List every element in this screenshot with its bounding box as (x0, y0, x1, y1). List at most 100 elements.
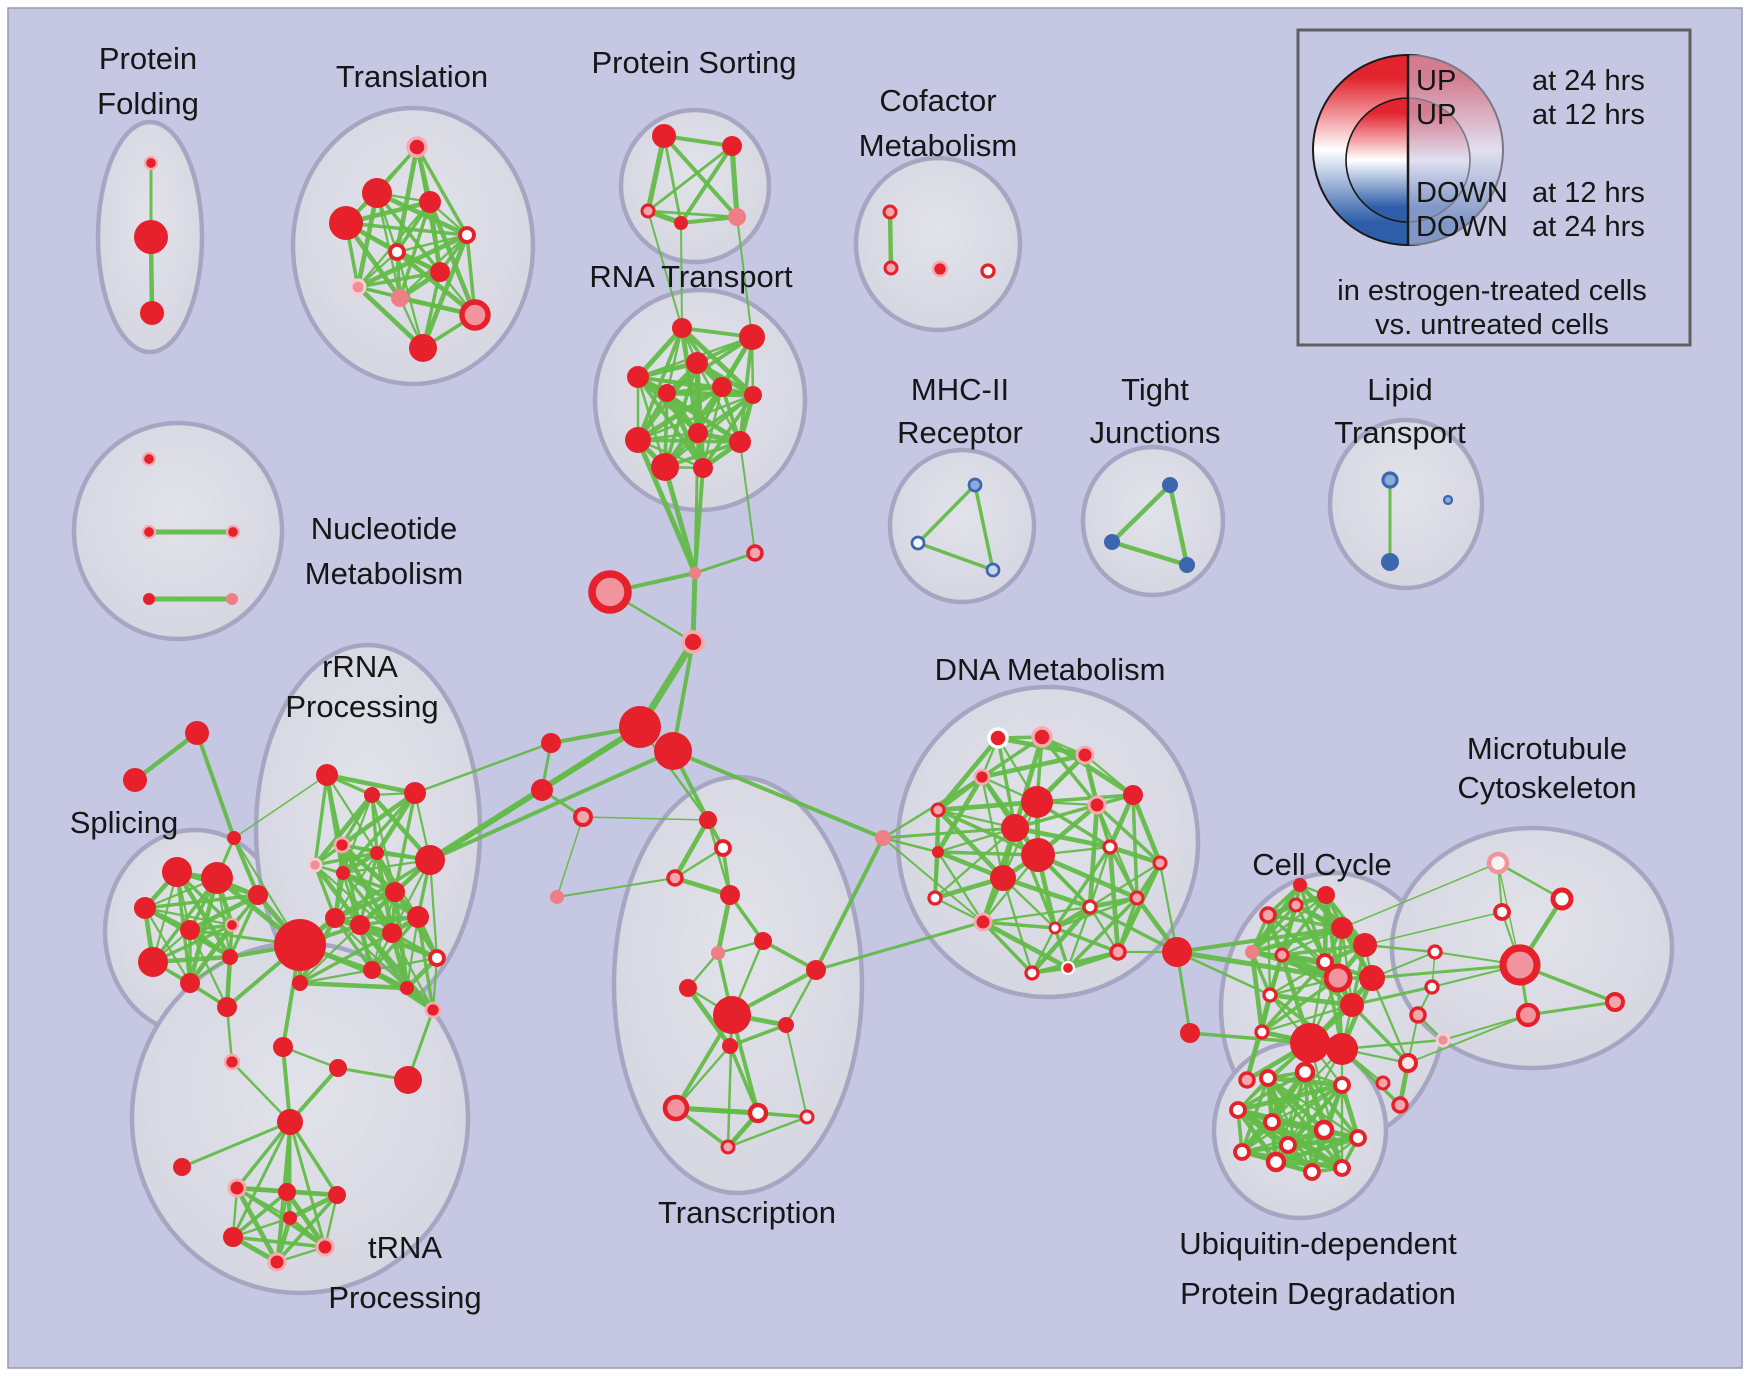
network-node (315, 1237, 335, 1257)
network-node (674, 216, 688, 230)
network-node (404, 782, 426, 804)
network-node (627, 366, 649, 388)
network-node (180, 973, 200, 993)
network-node (658, 384, 676, 402)
network-edge (981, 920, 1034, 975)
network-node (1375, 1075, 1391, 1091)
network-node (278, 1183, 296, 1201)
network-edge (1109, 482, 1173, 545)
network-node (1326, 1033, 1358, 1065)
network-edge (284, 1189, 328, 1250)
network-edge (356, 270, 442, 289)
network-node (1102, 839, 1118, 855)
network-edge (785, 1024, 808, 1118)
network-node (388, 243, 406, 261)
network-edge (646, 209, 739, 219)
network-node (1104, 534, 1120, 550)
network-node (1435, 1032, 1451, 1048)
network-node (1303, 1163, 1321, 1181)
network-edge (333, 851, 379, 920)
network-node (325, 908, 345, 928)
network-edge (1108, 845, 1139, 900)
network-edge (973, 483, 995, 572)
network-edge (933, 826, 1017, 900)
network-node (459, 299, 491, 331)
cluster-label-protein-folding: Folding (97, 86, 199, 121)
network-edge (1350, 985, 1434, 1007)
network-edge (980, 735, 1044, 779)
network-edge (428, 788, 544, 862)
network-edge (1370, 976, 1410, 1065)
network-node (1179, 557, 1195, 573)
network-node (1317, 886, 1335, 904)
network-node (1152, 855, 1168, 871)
network-edge (1035, 852, 1140, 901)
network-node (1180, 1023, 1200, 1043)
network-edge (814, 920, 985, 972)
network-edge (132, 730, 200, 783)
network-edge (662, 134, 683, 225)
network-edge (332, 889, 398, 921)
network-node (713, 996, 751, 1034)
network-node (654, 732, 692, 770)
network-edge (664, 390, 756, 398)
network-edge (996, 736, 1017, 830)
legend-fade-overlay (1408, 55, 1511, 245)
network-edge (370, 956, 439, 972)
network-edge (1340, 1038, 1445, 1051)
network-node (362, 178, 392, 208)
network-node (1293, 878, 1307, 892)
network-node (138, 947, 168, 977)
network-node (316, 764, 338, 786)
network-node (681, 630, 705, 654)
network-node (651, 453, 679, 481)
cluster-label-trna-processing: Processing (328, 1280, 481, 1315)
network-edge (674, 1044, 732, 1110)
network-node (307, 857, 323, 873)
network-node (336, 866, 350, 880)
network-edge (313, 773, 329, 867)
network-edge (374, 790, 418, 856)
network-node (754, 932, 772, 950)
network-edge (188, 893, 260, 985)
network-edge (1280, 893, 1328, 957)
network-edge (1235, 1082, 1345, 1113)
cluster-label-rna-transport: RNA Transport (589, 259, 793, 294)
cluster-ellipse-tight_junctions (1080, 444, 1226, 598)
legend-caption: vs. untreated cells (1375, 309, 1609, 341)
network-node (686, 352, 708, 374)
network-edge (1270, 1047, 1344, 1124)
network-edge (673, 1105, 761, 1116)
network-edge (231, 1190, 289, 1239)
network-edge (1158, 861, 1179, 954)
cluster-ellipse-mhc (887, 447, 1037, 605)
cluster-label-cofactor-metabolism: Cofactor (879, 83, 996, 118)
network-node (185, 721, 209, 745)
network-node (1233, 1143, 1251, 1161)
network-node (222, 949, 238, 965)
network-edge (1088, 905, 1120, 954)
network-node (407, 906, 429, 928)
network-node (364, 787, 380, 803)
network-node (722, 136, 742, 156)
network-edge (636, 326, 684, 442)
network-node (363, 961, 381, 979)
network-node (141, 451, 157, 467)
cluster-ellipse-transcription (611, 774, 865, 1196)
network-edge (672, 817, 711, 881)
network-node (666, 869, 684, 887)
legend-caption: in estrogen-treated cells (1337, 275, 1647, 307)
network-node (419, 191, 441, 213)
network-edge (1107, 844, 1163, 866)
network-edge (355, 284, 426, 351)
network-edge (1286, 1047, 1344, 1147)
network-edge (1286, 1143, 1344, 1170)
network-node (541, 733, 561, 753)
network-edge (1442, 1014, 1529, 1041)
network-node (1409, 1006, 1427, 1024)
network-node (123, 768, 147, 792)
network-edge (980, 919, 1071, 971)
network-node (1060, 960, 1076, 976)
network-edge (358, 851, 379, 927)
network-edge (1053, 845, 1112, 930)
